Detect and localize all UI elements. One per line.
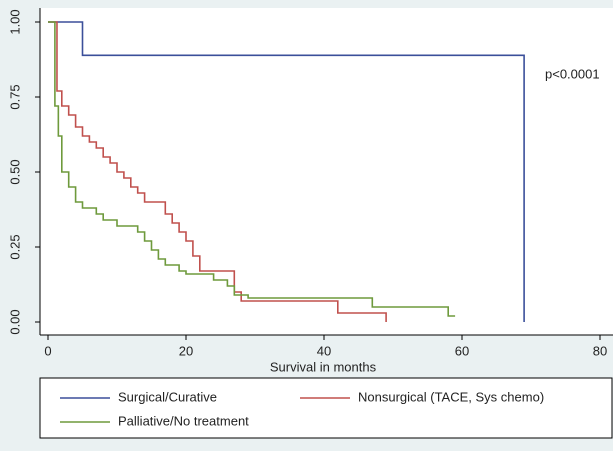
annotation: p<0.0001 bbox=[545, 66, 600, 81]
y-tick-label: 0.75 bbox=[7, 84, 22, 109]
legend-label: Palliative/No treatment bbox=[118, 413, 249, 428]
legend-label: Nonsurgical (TACE, Sys chemo) bbox=[358, 389, 544, 404]
plot-area bbox=[40, 8, 613, 335]
x-axis-label: Survival in months bbox=[270, 359, 377, 374]
survival-curve bbox=[48, 21, 456, 317]
survival-curve bbox=[48, 21, 387, 322]
legend bbox=[39, 377, 613, 439]
x-tick-label: 40 bbox=[317, 343, 331, 358]
x-tick-label: 20 bbox=[179, 343, 193, 358]
legend-label: Surgical/Curative bbox=[118, 389, 217, 404]
x-tick-label: 60 bbox=[455, 343, 469, 358]
y-tick-label: 0.50 bbox=[7, 159, 22, 184]
x-tick-label: 0 bbox=[44, 343, 51, 358]
y-tick-label: 0.25 bbox=[7, 234, 22, 259]
x-tick-label: 80 bbox=[593, 343, 607, 358]
y-tick-label: 1.00 bbox=[7, 9, 22, 34]
survival-curve bbox=[48, 21, 525, 322]
y-tick-label: 0.00 bbox=[7, 309, 22, 334]
